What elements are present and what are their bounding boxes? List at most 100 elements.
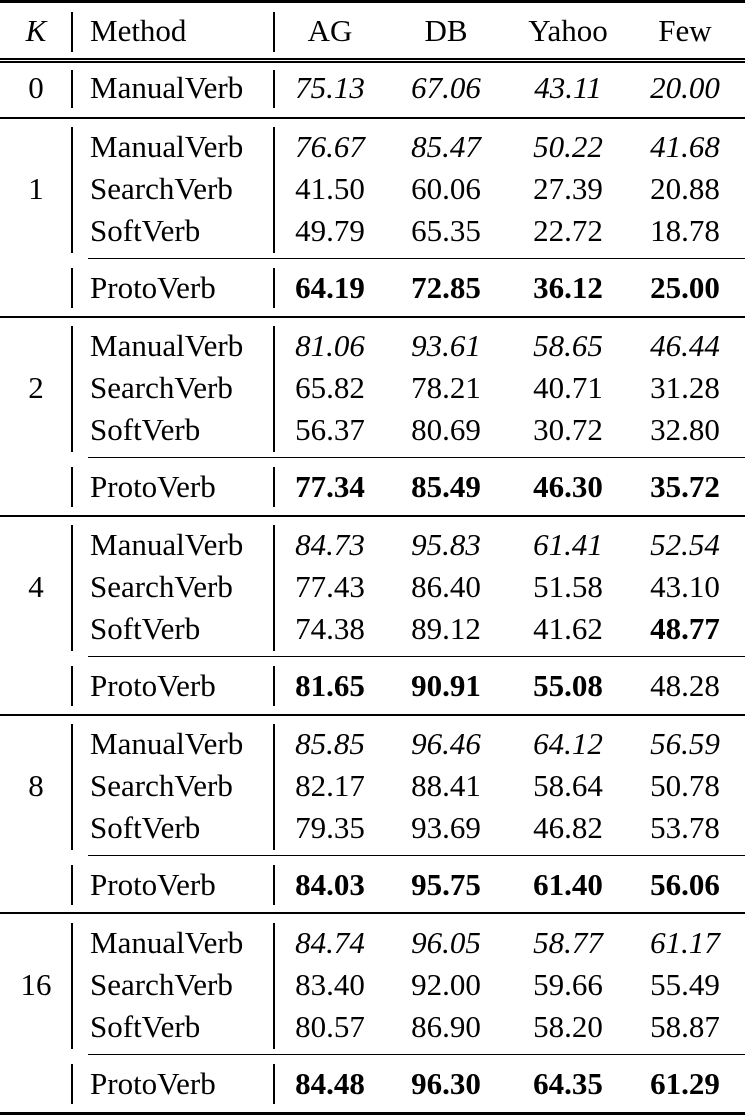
rule <box>0 912 745 914</box>
value-cell: 81.65 <box>295 668 365 703</box>
method-name: ManualVerb <box>90 70 244 105</box>
column-separator <box>273 467 275 507</box>
value-cell: 78.21 <box>411 370 481 405</box>
k-value: 0 <box>28 70 44 105</box>
value-cell: 76.67 <box>295 129 365 164</box>
value-cell: 90.91 <box>411 668 481 703</box>
value-cell: 84.48 <box>295 1066 365 1101</box>
column-separator <box>273 666 275 706</box>
value-cell: 96.05 <box>411 925 481 960</box>
value-cell: 48.77 <box>650 611 720 646</box>
method-name: SearchVerb <box>90 768 233 803</box>
method-name-proposed: ProtoVerb <box>90 270 216 305</box>
method-name: SoftVerb <box>90 213 201 248</box>
value-cell: 43.11 <box>534 70 602 105</box>
value-cell: 65.82 <box>295 370 365 405</box>
value-cell: 36.12 <box>533 270 603 305</box>
value-cell: 41.62 <box>533 611 603 646</box>
value-cell: 89.12 <box>411 611 481 646</box>
value-cell: 60.06 <box>411 171 481 206</box>
rule <box>0 0 745 3</box>
column-separator <box>273 326 275 452</box>
method-name-proposed: ProtoVerb <box>90 668 216 703</box>
rule <box>0 316 745 318</box>
header-db: DB <box>424 13 468 48</box>
value-cell: 32.80 <box>650 412 720 447</box>
value-cell: 56.06 <box>650 867 720 902</box>
method-name: SoftVerb <box>90 810 201 845</box>
value-cell: 92.00 <box>411 967 481 1002</box>
k-value: 1 <box>28 171 44 206</box>
method-name: ManualVerb <box>90 726 244 761</box>
value-cell: 67.06 <box>411 70 481 105</box>
column-separator <box>71 127 73 253</box>
value-cell: 65.35 <box>411 213 481 248</box>
rule <box>0 515 745 517</box>
column-separator <box>273 268 275 308</box>
rule <box>88 457 745 459</box>
value-cell: 25.00 <box>650 270 720 305</box>
value-cell: 56.59 <box>650 726 720 761</box>
column-separator <box>71 268 73 308</box>
value-cell: 31.28 <box>650 370 720 405</box>
column-separator <box>273 12 275 52</box>
value-cell: 77.34 <box>295 469 365 504</box>
column-separator <box>273 724 275 850</box>
value-cell: 51.58 <box>533 569 603 604</box>
column-separator <box>71 923 73 1049</box>
rule <box>0 61 745 63</box>
value-cell: 27.39 <box>533 171 603 206</box>
value-cell: 20.88 <box>650 171 720 206</box>
k-value: 2 <box>28 370 44 405</box>
method-name-proposed: ProtoVerb <box>90 469 216 504</box>
value-cell: 40.71 <box>533 370 603 405</box>
header-method: Method <box>90 13 187 48</box>
value-cell: 84.03 <box>295 867 365 902</box>
value-cell: 96.30 <box>411 1066 481 1101</box>
column-separator <box>273 1064 275 1104</box>
value-cell: 82.17 <box>295 768 365 803</box>
value-cell: 64.19 <box>295 270 365 305</box>
column-separator <box>71 1064 73 1104</box>
value-cell: 18.78 <box>650 213 720 248</box>
column-separator <box>71 666 73 706</box>
value-cell: 86.40 <box>411 569 481 604</box>
column-separator <box>71 865 73 905</box>
value-cell: 52.54 <box>650 527 720 562</box>
value-cell: 55.49 <box>650 967 720 1002</box>
value-cell: 61.40 <box>533 867 603 902</box>
value-cell: 64.35 <box>533 1066 603 1101</box>
value-cell: 41.68 <box>650 129 720 164</box>
method-name: SearchVerb <box>90 370 233 405</box>
column-separator <box>71 70 73 108</box>
header-k: K <box>25 13 47 48</box>
value-cell: 50.22 <box>533 129 603 164</box>
k-value: 4 <box>28 569 44 604</box>
value-cell: 88.41 <box>411 768 481 803</box>
column-separator <box>273 70 275 108</box>
column-separator <box>71 326 73 452</box>
column-separator <box>273 865 275 905</box>
method-name: SoftVerb <box>90 611 201 646</box>
value-cell: 93.61 <box>411 328 481 363</box>
column-separator <box>273 923 275 1049</box>
column-separator <box>71 724 73 850</box>
value-cell: 95.83 <box>411 527 481 562</box>
value-cell: 53.78 <box>650 810 720 845</box>
rule <box>0 117 745 119</box>
method-name: ManualVerb <box>90 129 244 164</box>
value-cell: 61.17 <box>650 925 720 960</box>
value-cell: 84.74 <box>295 925 365 960</box>
method-name: ManualVerb <box>90 925 244 960</box>
value-cell: 75.13 <box>295 70 365 105</box>
rule <box>0 58 745 60</box>
value-cell: 50.78 <box>650 768 720 803</box>
value-cell: 58.87 <box>650 1009 720 1044</box>
method-name: ManualVerb <box>90 328 244 363</box>
value-cell: 84.73 <box>295 527 365 562</box>
method-name: SearchVerb <box>90 171 233 206</box>
value-cell: 46.44 <box>650 328 720 363</box>
value-cell: 83.40 <box>295 967 365 1002</box>
value-cell: 35.72 <box>650 469 720 504</box>
